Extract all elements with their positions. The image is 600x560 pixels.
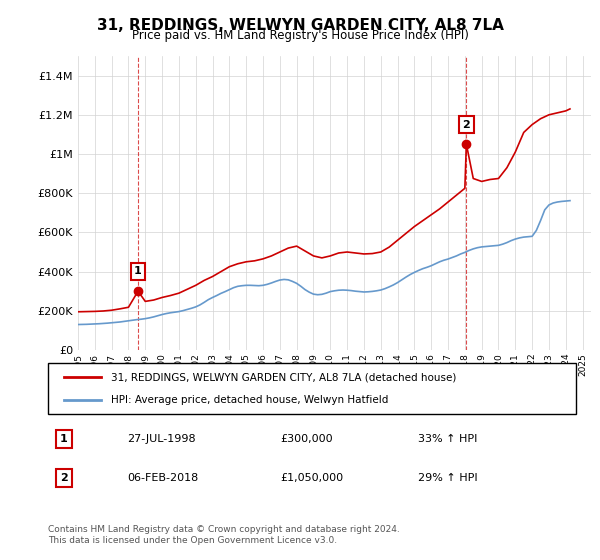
Text: 31, REDDINGS, WELWYN GARDEN CITY, AL8 7LA (detached house): 31, REDDINGS, WELWYN GARDEN CITY, AL8 7L… — [112, 372, 457, 382]
Text: 29% ↑ HPI: 29% ↑ HPI — [418, 473, 477, 483]
Text: £300,000: £300,000 — [280, 434, 333, 444]
Text: 31, REDDINGS, WELWYN GARDEN CITY, AL8 7LA: 31, REDDINGS, WELWYN GARDEN CITY, AL8 7L… — [97, 18, 503, 33]
Text: 27-JUL-1998: 27-JUL-1998 — [127, 434, 196, 444]
Text: 06-FEB-2018: 06-FEB-2018 — [127, 473, 199, 483]
Text: 2: 2 — [463, 119, 470, 129]
Text: 1: 1 — [60, 434, 68, 444]
Text: 33% ↑ HPI: 33% ↑ HPI — [418, 434, 477, 444]
Text: HPI: Average price, detached house, Welwyn Hatfield: HPI: Average price, detached house, Welw… — [112, 395, 389, 405]
FancyBboxPatch shape — [48, 363, 576, 414]
Text: 2: 2 — [60, 473, 68, 483]
Text: Contains HM Land Registry data © Crown copyright and database right 2024.
This d: Contains HM Land Registry data © Crown c… — [48, 525, 400, 545]
Text: Price paid vs. HM Land Registry's House Price Index (HPI): Price paid vs. HM Land Registry's House … — [131, 29, 469, 42]
Text: £1,050,000: £1,050,000 — [280, 473, 343, 483]
Text: 1: 1 — [134, 267, 142, 277]
